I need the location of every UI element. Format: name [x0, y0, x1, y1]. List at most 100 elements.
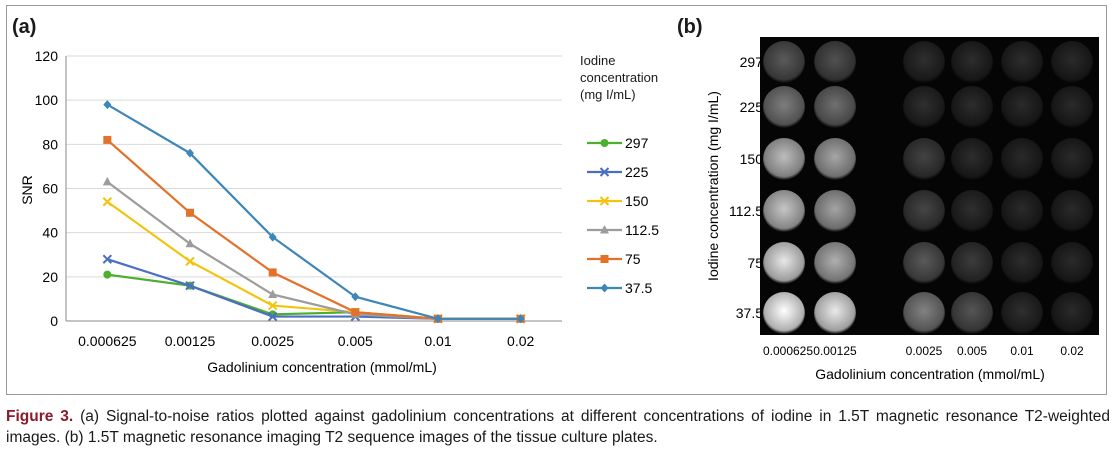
plate-well	[903, 86, 945, 128]
legend-item: 150	[587, 193, 649, 209]
plate-well	[763, 138, 805, 180]
legend-item: 297	[587, 135, 649, 151]
legend-item: 225	[587, 164, 649, 180]
row-label: 297	[740, 54, 764, 70]
series-line	[106, 103, 521, 320]
y-axis-label: SNR	[19, 175, 35, 205]
column-label: 0.01	[1010, 344, 1034, 358]
data-point	[434, 314, 442, 324]
data-point	[267, 300, 278, 311]
plate-well	[763, 190, 805, 232]
legend-title-line: Iodine	[580, 53, 616, 68]
data-point	[103, 100, 112, 110]
plate-well	[951, 190, 993, 232]
plate-well	[903, 41, 945, 83]
data-point	[185, 280, 195, 291]
panel-a-label: (a)	[12, 16, 37, 38]
figure-caption: Figure 3. (a) Signal-to-noise ratios plo…	[6, 406, 1110, 448]
data-point	[102, 197, 113, 207]
row-label: 150	[740, 151, 764, 167]
legend-item: 75	[587, 251, 641, 267]
x-tick-label: 0.01	[424, 333, 451, 349]
y-tick-label: 40	[42, 225, 58, 241]
data-point	[516, 314, 525, 324]
plate-well	[951, 86, 993, 128]
plate-well	[763, 86, 805, 128]
plate-well	[763, 41, 805, 83]
x-tick-label: 0.005	[338, 333, 373, 349]
data-point	[600, 283, 609, 293]
legend-label: 37.5	[625, 280, 652, 296]
series-112.5	[102, 176, 526, 323]
plate-well	[814, 190, 856, 232]
plate-well	[763, 292, 805, 334]
plate-well	[814, 242, 856, 284]
plate-well	[951, 138, 993, 180]
data-point	[185, 238, 195, 248]
data-point	[186, 148, 194, 158]
plate-well	[814, 292, 856, 334]
x-axis-label: Gadolinium concentration (mmol/mL)	[207, 359, 437, 375]
y-tick-label: 60	[42, 181, 58, 197]
x-tick-label: 0.02	[507, 333, 534, 349]
plate-well	[1051, 138, 1093, 180]
plate-well	[1051, 190, 1093, 232]
series-line	[107, 273, 521, 320]
row-label: 112.5	[729, 203, 763, 219]
y-tick-label: 20	[42, 269, 58, 285]
panel-b-label: (b)	[677, 16, 703, 38]
data-point	[600, 255, 609, 263]
data-point	[185, 256, 195, 267]
plate-well	[1001, 242, 1043, 284]
data-point	[600, 139, 609, 147]
data-point	[351, 308, 360, 317]
plate-well	[763, 242, 805, 284]
y-tick-label: 120	[35, 48, 59, 64]
plate-well	[903, 190, 945, 232]
plate-well	[1051, 242, 1093, 284]
y-tick-label: 80	[42, 136, 58, 152]
data-point	[268, 268, 277, 277]
legend-item: 37.5	[587, 280, 652, 296]
legend-label: 112.5	[625, 222, 659, 238]
column-label: 0.005	[957, 344, 987, 358]
legend-label: 297	[625, 135, 649, 151]
legend-title: Iodine concentration (mg I/mL)	[580, 52, 690, 103]
legend-title-line: concentration	[580, 70, 659, 85]
y-tick-label: 100	[35, 92, 59, 108]
column-label: 0.0025	[906, 344, 943, 358]
plate-well	[903, 242, 945, 284]
data-point	[103, 270, 112, 279]
plate-well	[903, 138, 945, 180]
plate-well	[903, 292, 945, 334]
plate-well	[1001, 41, 1043, 83]
series-line	[106, 180, 521, 320]
plate-well	[814, 86, 856, 128]
row-label: 225	[740, 99, 764, 115]
series-line	[106, 200, 521, 320]
row-label: 37.5	[736, 305, 763, 321]
data-point	[102, 254, 113, 264]
plate-well	[1051, 86, 1093, 128]
data-point	[600, 225, 609, 234]
data-point	[267, 311, 278, 322]
column-label: 0.000625	[763, 344, 813, 358]
plate-well	[1051, 292, 1093, 334]
mri-plate-image: 297 225 150 112.5 75 37.5 0.000625 0.00125 0.00…	[705, 37, 1099, 382]
data-point	[599, 196, 610, 206]
data-point	[268, 232, 277, 242]
plate-well	[1051, 41, 1093, 83]
data-point	[351, 292, 360, 302]
plate-well	[814, 41, 856, 83]
data-point	[268, 289, 278, 298]
figure-number: Figure 3.	[6, 408, 74, 425]
mri-background	[760, 37, 1099, 335]
y-axis-label: Iodine concentration (mg I/mL)	[705, 91, 721, 281]
column-label: 0.02	[1060, 344, 1084, 358]
caption-text: (a) Signal-to-noise ratios plotted again…	[6, 408, 1110, 446]
figure-frame	[6, 5, 1107, 395]
plate-well	[814, 138, 856, 180]
legend-label: 150	[625, 193, 649, 209]
plate-well	[1001, 190, 1043, 232]
series-75	[103, 135, 525, 323]
